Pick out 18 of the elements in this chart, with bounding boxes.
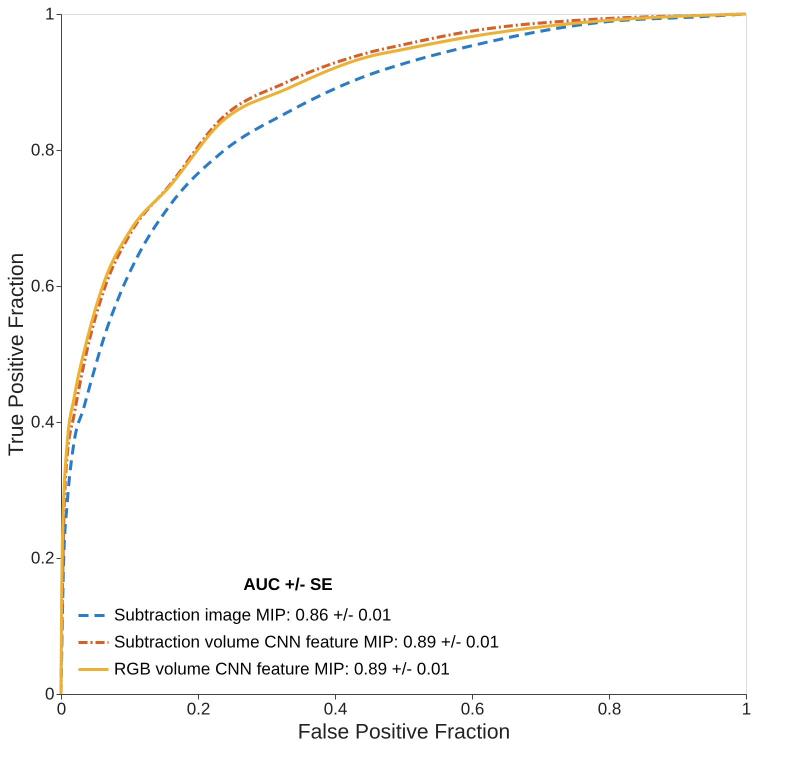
- legend-title: AUC +/- SE: [243, 575, 333, 594]
- y-tick-label: 1: [45, 4, 54, 24]
- x-tick-label: 0.8: [598, 700, 622, 718]
- x-tick-label: 0.2: [186, 700, 210, 718]
- x-axis-title: False Positive Fraction: [298, 720, 510, 744]
- legend-label: Subtraction volume CNN feature MIP: 0.89 +/- 0.01: [114, 632, 500, 652]
- y-tick-label: 0.6: [30, 276, 54, 296]
- legend-label: RGB volume CNN feature MIP: 0.89 +/- 0.01: [114, 660, 450, 678]
- x-tick-label: 0.6: [460, 700, 484, 718]
- x-tick-label: 0.4: [324, 700, 348, 718]
- x-tick-label: 0: [56, 700, 66, 718]
- legend-label: Subtraction image MIP: 0.86 +/- 0.01: [114, 606, 392, 624]
- y-axis-title: True Positive Fraction: [4, 252, 28, 456]
- y-tick-label: 0.8: [30, 140, 54, 160]
- x-tick-label: 1: [742, 700, 752, 718]
- y-tick-label: 0: [45, 684, 54, 704]
- y-tick-label: 0.2: [30, 548, 54, 568]
- y-tick-label: 0.4: [30, 412, 54, 432]
